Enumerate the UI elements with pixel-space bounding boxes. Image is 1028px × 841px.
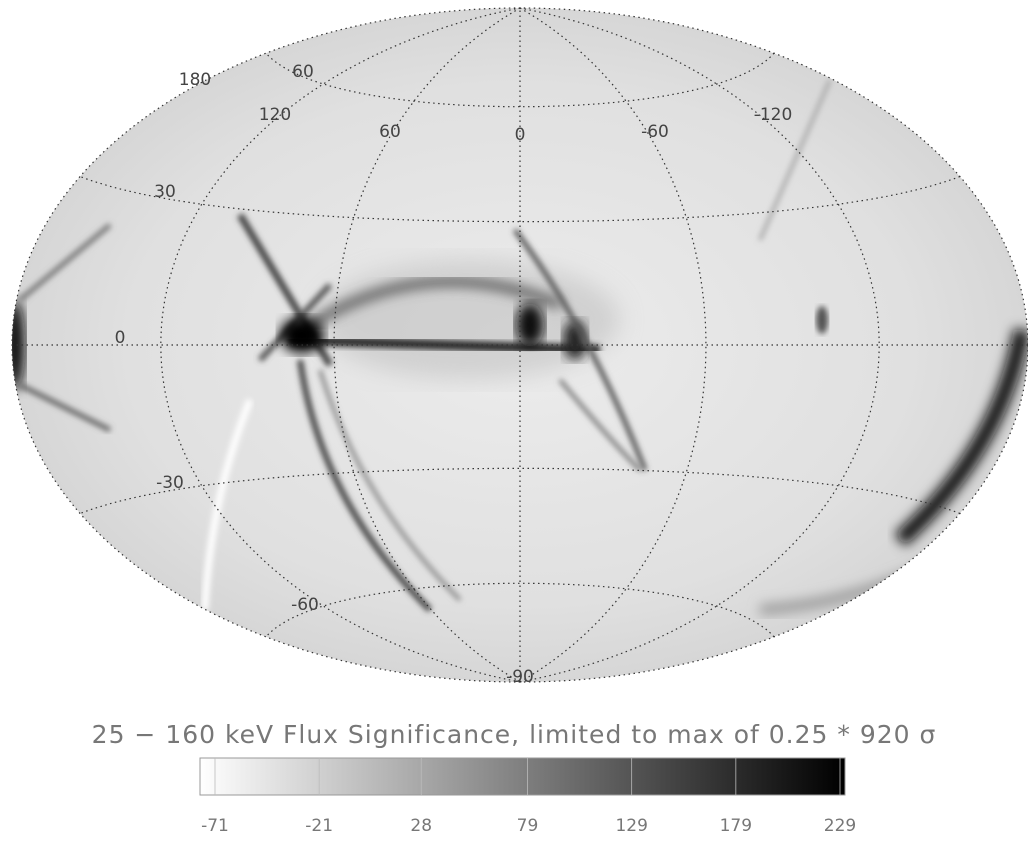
colorbar-tick-label: 129 — [615, 816, 647, 836]
colorbar-tick-label: 28 — [410, 816, 432, 836]
latitude-label: -60 — [291, 595, 319, 615]
latitude-label: 30 — [154, 182, 176, 202]
latitude-label: -30 — [156, 473, 184, 493]
colorbar-tick-label: 79 — [517, 816, 539, 836]
sky-map-figure: 180 120 60 0 -60 -120 60 30 0 -30 -60 -90 25 − 160 … — [0, 0, 1028, 841]
colorbar — [200, 758, 845, 795]
latitude-label: 60 — [292, 62, 314, 82]
longitude-label: 60 — [379, 122, 401, 142]
longitude-label: -60 — [641, 122, 669, 142]
colorbar-tick-label: -21 — [305, 816, 333, 836]
colorbar-title: 25 − 160 keV Flux Significance, limited … — [92, 720, 937, 749]
longitude-label: 0 — [515, 125, 526, 145]
longitude-label: 120 — [259, 105, 291, 125]
page: {"map": {"longitudes": [180, 120, 60, 0,… — [0, 0, 1028, 841]
latitude-label: 0 — [115, 328, 126, 348]
colorbar-tick-label: 229 — [824, 816, 856, 836]
longitude-label: -120 — [754, 105, 793, 125]
colorbar-tick-label: -71 — [201, 816, 229, 836]
latitude-label: -90 — [506, 667, 534, 687]
longitude-label: 180 — [179, 70, 211, 90]
colorbar-tick-label: 179 — [720, 816, 752, 836]
